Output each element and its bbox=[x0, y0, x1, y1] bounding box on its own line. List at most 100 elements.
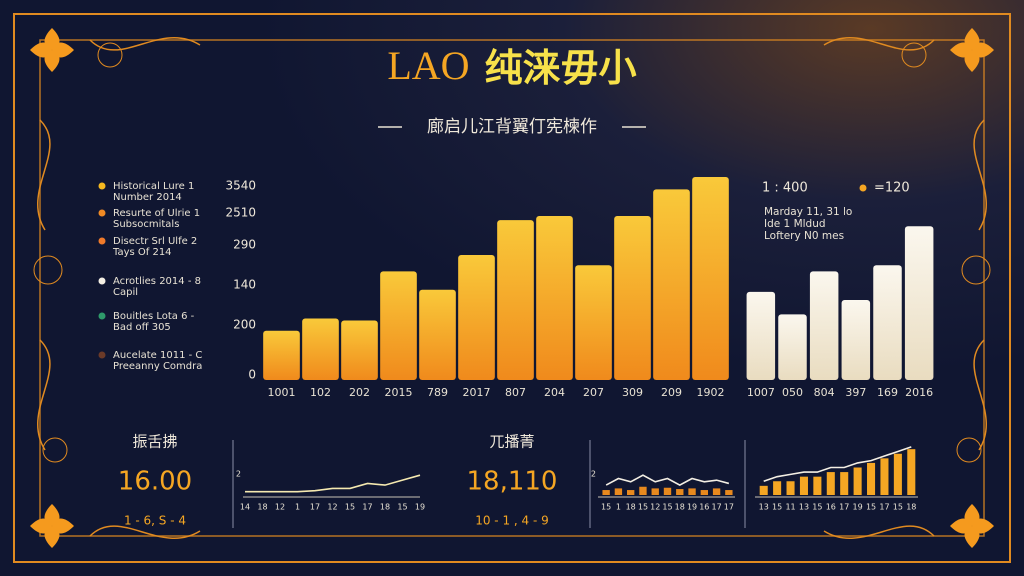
bar bbox=[497, 220, 534, 380]
legend-sublabel: Bad off 305 bbox=[113, 322, 171, 333]
annotation: Loftery N0 mes bbox=[764, 230, 844, 242]
bar bbox=[536, 216, 573, 380]
x-tick-label: 17 bbox=[362, 503, 372, 512]
x-tick-label: 15 bbox=[812, 503, 822, 512]
bar bbox=[853, 467, 862, 495]
legend-swatch bbox=[98, 182, 106, 190]
x-tick-label: 204 bbox=[544, 386, 565, 399]
bar bbox=[809, 271, 839, 380]
x-tick-label: 169 bbox=[877, 386, 898, 399]
line bbox=[763, 446, 912, 483]
legend-label: Bouitles Lota 6 - bbox=[113, 311, 195, 322]
bar bbox=[867, 462, 876, 495]
bar bbox=[688, 488, 696, 495]
annotation: Marday 11, 31 lo bbox=[764, 206, 852, 218]
bar bbox=[700, 490, 708, 495]
y-axis-label: 2 bbox=[236, 470, 241, 479]
x-tick-label: 2016 bbox=[905, 386, 933, 399]
x-tick-label: 17 bbox=[310, 503, 320, 512]
legend-label: Disectr Srl Ulfe 2 bbox=[113, 236, 197, 247]
stat-value: 16.00 bbox=[118, 467, 192, 497]
frame bbox=[13, 13, 1011, 563]
x-tick-label: 17 bbox=[724, 503, 734, 512]
legend-sublabel: Capil bbox=[113, 287, 138, 298]
bar bbox=[893, 453, 902, 495]
x-tick-label: 18 bbox=[257, 503, 267, 512]
bar bbox=[627, 490, 635, 495]
x-tick-label: 15 bbox=[345, 503, 355, 512]
bar bbox=[458, 254, 495, 380]
legend-sublabel: Preeanny Comdra bbox=[113, 361, 202, 372]
x-tick-label: 17 bbox=[879, 503, 889, 512]
x-tick-label: 1902 bbox=[697, 386, 725, 399]
bar bbox=[778, 314, 807, 380]
x-tick-label: 15 bbox=[893, 503, 903, 512]
bar bbox=[419, 289, 456, 380]
x-tick-label: 15 bbox=[638, 503, 648, 512]
legend-sublabel: Number 2014 bbox=[113, 192, 182, 203]
y-axis-label: 0 bbox=[248, 368, 256, 382]
x-tick-label: 397 bbox=[845, 386, 866, 399]
y-axis-label: 290 bbox=[233, 238, 256, 252]
x-tick-label: 15 bbox=[772, 503, 782, 512]
x-tick-label: 15 bbox=[866, 503, 876, 512]
legend-label: Historical Lure 1 bbox=[113, 181, 194, 192]
note-dot bbox=[859, 184, 867, 192]
bar bbox=[826, 472, 835, 495]
subtitle: 廊启儿江背翼仃宪楝作 bbox=[427, 117, 597, 137]
note: 1 : 400 bbox=[762, 181, 808, 196]
bar bbox=[773, 481, 782, 495]
bar bbox=[676, 489, 684, 495]
legend-label: Acrotlies 2014 - 8 bbox=[113, 276, 201, 287]
bar bbox=[746, 291, 776, 380]
bar bbox=[651, 488, 659, 495]
legend-swatch bbox=[98, 209, 106, 217]
stat-value: 18,110 bbox=[467, 467, 558, 497]
title: LAO 纯涞毋小 bbox=[387, 43, 636, 89]
x-tick-label: 11 bbox=[785, 503, 795, 512]
bar bbox=[692, 177, 729, 380]
bar bbox=[341, 320, 378, 380]
bar bbox=[880, 458, 889, 495]
bar bbox=[759, 485, 768, 495]
legend-swatch bbox=[98, 277, 106, 285]
stat-range: 10 - 1 , 4 - 9 bbox=[475, 514, 549, 528]
bar bbox=[840, 472, 849, 495]
x-tick-label: 18 bbox=[906, 503, 916, 512]
stat-range: 1 - 6, S - 4 bbox=[124, 514, 186, 528]
bar bbox=[575, 265, 612, 380]
x-tick-label: 15 bbox=[662, 503, 672, 512]
title-latin: LAO bbox=[387, 43, 469, 88]
x-tick-label: 789 bbox=[427, 386, 448, 399]
x-tick-label: 202 bbox=[349, 386, 370, 399]
x-tick-label: 19 bbox=[415, 503, 425, 512]
x-tick-label: 16 bbox=[699, 503, 709, 512]
bar bbox=[813, 476, 822, 495]
x-tick-label: 209 bbox=[661, 386, 682, 399]
line bbox=[605, 474, 730, 487]
x-tick-label: 2015 bbox=[385, 386, 413, 399]
x-tick-label: 15 bbox=[601, 503, 611, 512]
x-tick-label: 1 bbox=[616, 503, 621, 512]
y-axis-label: 200 bbox=[233, 318, 256, 332]
y-axis-label: 3540 bbox=[225, 179, 256, 193]
x-tick-label: 1007 bbox=[747, 386, 775, 399]
x-tick-label: 19 bbox=[853, 503, 863, 512]
x-tick-label: 13 bbox=[759, 503, 769, 512]
x-tick-label: 207 bbox=[583, 386, 604, 399]
title-cjk: 纯涞毋小 bbox=[485, 46, 637, 90]
legend-label: Aucelate 1011 - C bbox=[113, 350, 202, 361]
x-tick-label: 050 bbox=[782, 386, 803, 399]
y-axis-label: 140 bbox=[233, 278, 256, 292]
x-tick-label: 1 bbox=[295, 503, 300, 512]
bar bbox=[263, 330, 300, 380]
bar bbox=[602, 490, 610, 495]
bar bbox=[841, 300, 871, 380]
bar bbox=[302, 318, 339, 380]
bar bbox=[614, 488, 623, 495]
note: =120 bbox=[874, 181, 910, 196]
legend-swatch bbox=[98, 351, 106, 359]
x-tick-label: 17 bbox=[711, 503, 721, 512]
legend-label: Resurte of Ulrie 1 bbox=[113, 208, 200, 219]
